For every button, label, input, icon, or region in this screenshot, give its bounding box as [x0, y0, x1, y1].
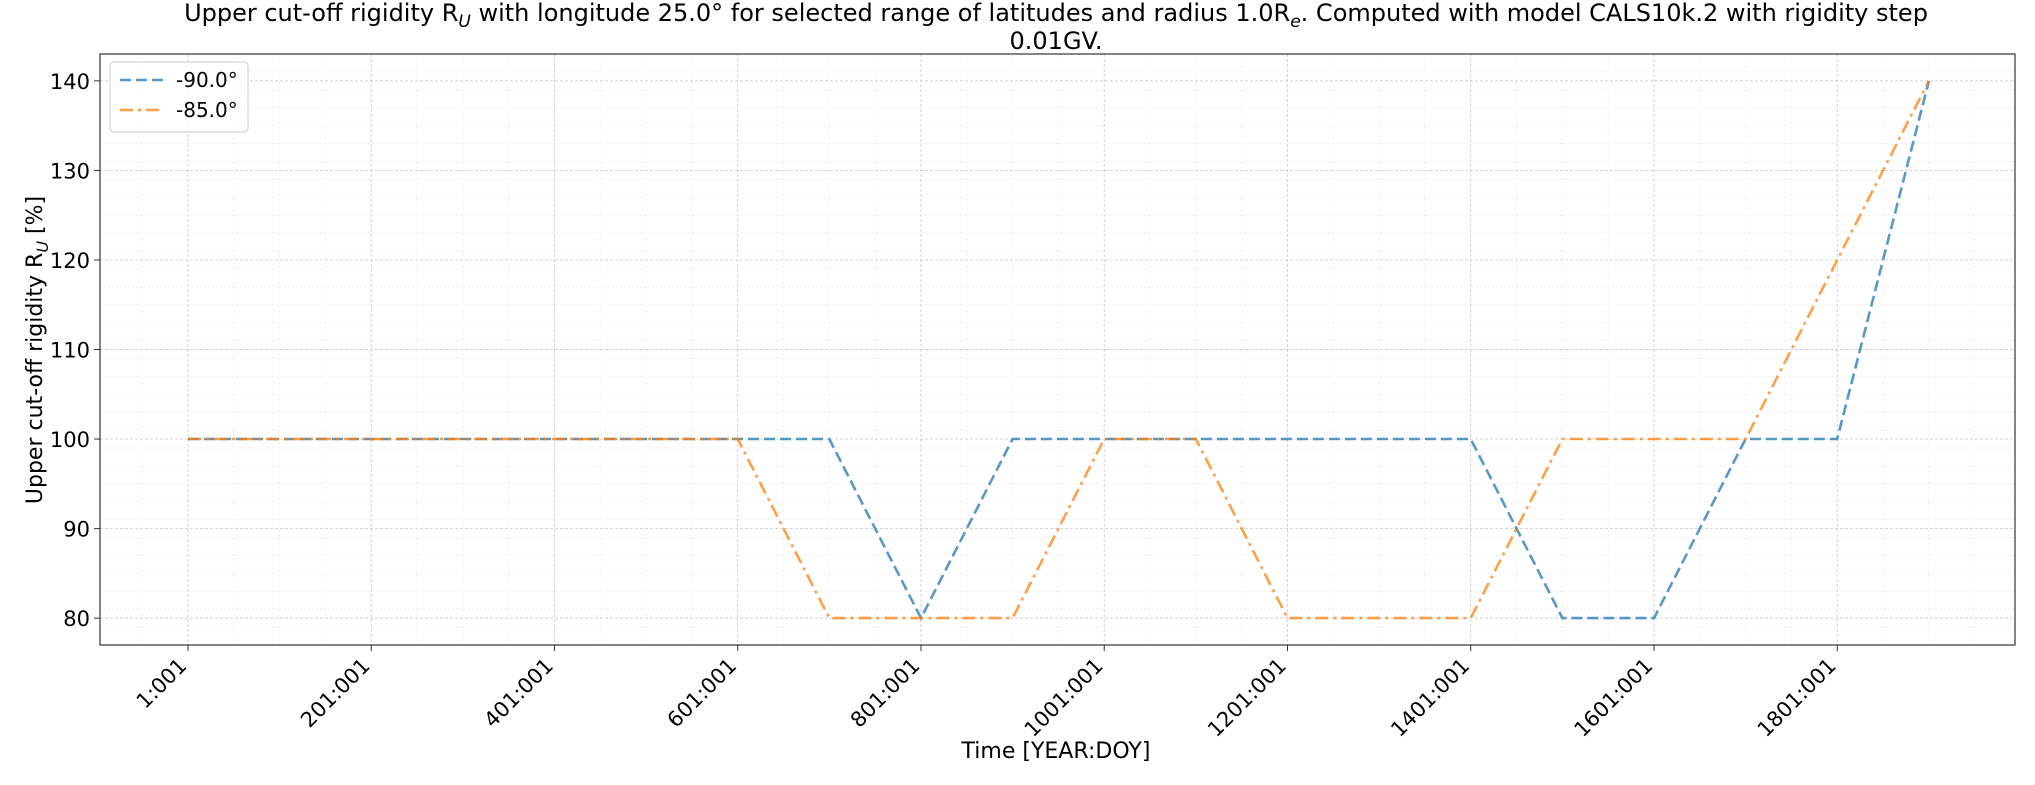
- x-tick-label: 601:001: [663, 654, 742, 733]
- y-axis-label: Upper cut-off rigidity RU [%]: [23, 196, 52, 504]
- x-tick-label: 1201:001: [1203, 654, 1291, 742]
- x-tick-label: 1001:001: [1020, 654, 1108, 742]
- x-tick-label: 401:001: [479, 654, 558, 733]
- y-tick-label: 110: [50, 339, 90, 363]
- legend-label-1: -85.0°: [176, 98, 238, 122]
- y-tick-label: 120: [50, 249, 90, 273]
- y-tick-label: 90: [63, 518, 90, 542]
- y-tick-label: 100: [50, 428, 90, 452]
- title-subscript-u: U: [458, 12, 471, 32]
- x-tick-label: 1801:001: [1753, 654, 1841, 742]
- x-tick-label: 1:001: [132, 654, 192, 714]
- title-tail-text: . Computed with model CALS10k.2 with rig…: [1301, 0, 1928, 27]
- y-tick-label: 80: [63, 607, 90, 631]
- y-tick-label: 130: [50, 159, 90, 183]
- series-line-1: [188, 80, 1931, 620]
- y-tick-label: 140: [50, 70, 90, 94]
- x-tick-label: 1401:001: [1386, 654, 1474, 742]
- x-tick-label: 801:001: [846, 654, 925, 733]
- x-tick-label: 1601:001: [1569, 654, 1657, 742]
- x-tick-label: 201:001: [296, 654, 375, 733]
- chart-title: Upper cut-off rigidity RU with longitude…: [184, 0, 1928, 32]
- title-subscript-e: e: [1290, 12, 1300, 32]
- chart-title-line2: 0.01GV.: [1010, 27, 1103, 55]
- y-label-subscript: U: [33, 241, 52, 253]
- y-label-tail: [%]: [23, 196, 48, 241]
- grid: [100, 53, 2015, 646]
- legend-label-0: -90.0°: [176, 68, 238, 92]
- legend: -90.0° -85.0°: [109, 61, 249, 133]
- title-middle-text: with longitude 25.0° for selected range …: [471, 0, 1290, 27]
- x-axis-label: Time [YEAR:DOY]: [961, 739, 1151, 764]
- series-lines: [188, 80, 1931, 621]
